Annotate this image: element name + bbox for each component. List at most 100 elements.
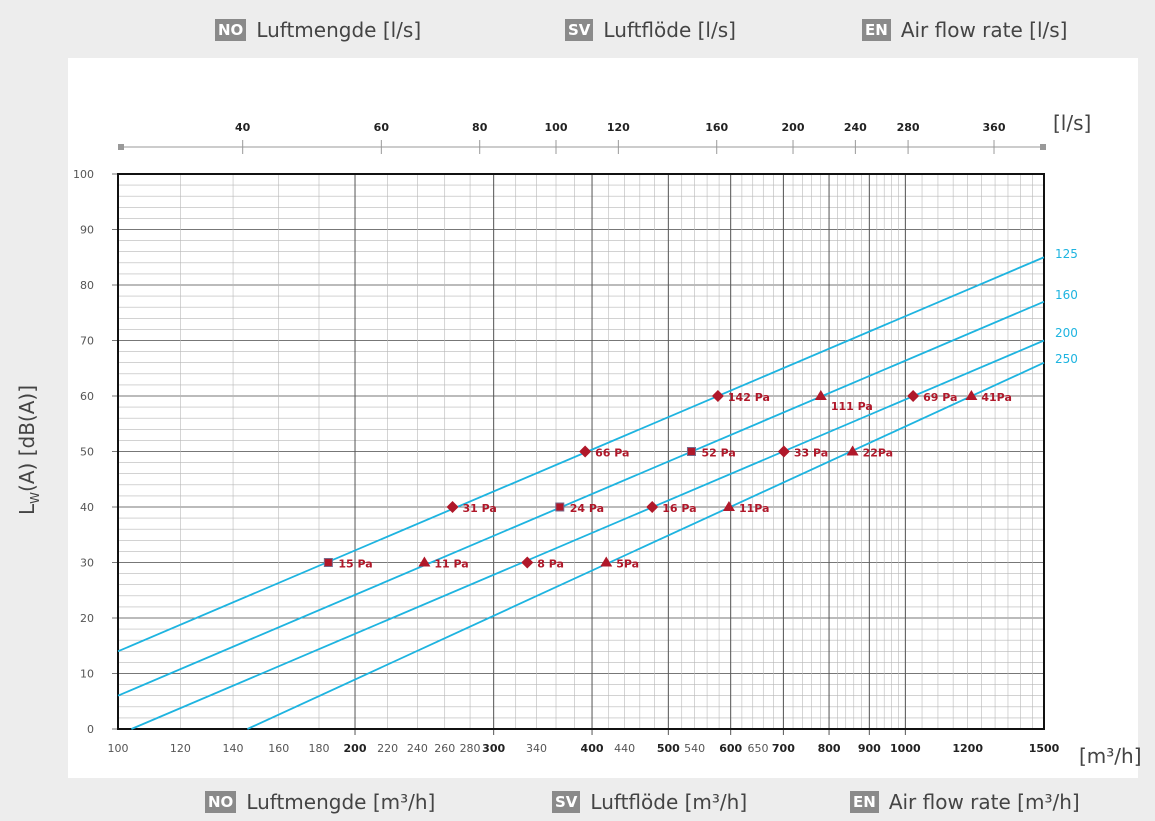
y-tick-label: 20 <box>80 612 94 625</box>
data-point <box>686 447 696 456</box>
y-tick-label: 70 <box>80 335 94 348</box>
data-point-label: 31 Pa <box>463 502 497 515</box>
data-point-label: 22Pa <box>863 447 894 460</box>
x-tick-label: 500 <box>657 742 680 755</box>
legend-label: Luftmengde [l/s] <box>256 18 422 42</box>
top-tick-label: 240 <box>844 121 867 134</box>
data-point-label: 41Pa <box>981 391 1012 404</box>
x-tick-label: 540 <box>684 742 705 755</box>
data-point-label: 33 Pa <box>794 447 828 460</box>
x-tick-label: 160 <box>268 742 289 755</box>
x-tick-label: 280 <box>460 742 481 755</box>
x-tick-label: 800 <box>818 742 841 755</box>
data-point <box>907 390 920 402</box>
data-point <box>814 390 827 400</box>
x-tick-label: 140 <box>223 742 244 755</box>
top-legend-no: NO Luftmengde [l/s] <box>215 18 421 42</box>
top-tick-label: 80 <box>472 121 488 134</box>
y-tick-label: 0 <box>87 723 94 736</box>
data-point-label: 16 Pa <box>662 502 696 515</box>
x-tick-label: 120 <box>170 742 191 755</box>
data-point-label: 11 Pa <box>434 558 468 571</box>
y-tick-label: 30 <box>80 557 94 570</box>
language-badge: EN <box>850 791 879 813</box>
data-point <box>846 445 859 456</box>
y-tick-label: 40 <box>80 501 94 514</box>
bottom-legend-sv: SV Luftflöde [m³/h] <box>552 790 747 814</box>
data-point <box>646 501 659 513</box>
series-line-160 <box>117 300 1045 697</box>
x-tick-label: 1000 <box>890 742 921 755</box>
data-point <box>418 556 431 567</box>
data-point-label: 142 Pa <box>728 391 770 404</box>
x-tick-label: 600 <box>719 742 742 755</box>
x-tick-label: 700 <box>772 742 795 755</box>
language-badge: NO <box>215 19 247 41</box>
y-tick-label: 100 <box>73 168 94 181</box>
data-point-label: 11Pa <box>739 502 770 515</box>
top-legend-sv: SV Luftflöde [l/s] <box>565 18 736 42</box>
x-tick-label: 1200 <box>952 742 983 755</box>
top-axis-end <box>118 144 124 150</box>
language-badge: EN <box>862 19 891 41</box>
series-line-250 <box>247 361 1045 730</box>
plot-frame <box>117 173 1045 730</box>
top-axis-unit: [l/s] <box>1053 111 1091 135</box>
top-tick-label: 60 <box>374 121 390 134</box>
legend-label: Luftmengde [m³/h] <box>246 790 436 814</box>
x-tick-label: 300 <box>482 742 505 755</box>
series-label-250: 250 <box>1055 352 1078 366</box>
data-point <box>579 445 592 458</box>
data-point <box>600 556 613 567</box>
language-badge: SV <box>552 791 581 813</box>
x-tick-label: 340 <box>526 742 547 755</box>
x-tick-label: 240 <box>407 742 428 755</box>
y-tick-label: 80 <box>80 279 94 292</box>
data-point <box>446 501 459 513</box>
x-tick-label: 400 <box>581 742 604 755</box>
top-tick-label: 280 <box>897 121 920 134</box>
series-label-160: 160 <box>1055 288 1078 302</box>
x-tick-label: 260 <box>434 742 455 755</box>
y-tick-label: 10 <box>80 668 94 681</box>
x-tick-label: 1500 <box>1029 742 1060 755</box>
x-tick-label: 200 <box>344 742 367 755</box>
data-point-label: 8 Pa <box>537 558 564 571</box>
top-tick-label: 360 <box>983 121 1006 134</box>
x-tick-label: 900 <box>858 742 881 755</box>
y-tick-label: 60 <box>80 390 94 403</box>
series-line-200 <box>131 339 1045 730</box>
y-tick-label: 50 <box>80 446 94 459</box>
language-badge: NO <box>205 791 237 813</box>
data-point <box>555 502 565 512</box>
top-tick-label: 160 <box>705 121 728 134</box>
x-tick-label: 440 <box>614 742 635 755</box>
data-point <box>722 501 735 511</box>
legend-label: Air flow rate [m³/h] <box>888 790 1080 814</box>
data-point <box>323 558 333 567</box>
series-label-125: 125 <box>1055 247 1078 261</box>
data-point-label: 69 Pa <box>923 391 957 404</box>
data-point <box>777 445 790 458</box>
bottom-legend-en: EN Air flow rate [m³/h] <box>850 790 1080 814</box>
x-tick-label: 220 <box>377 742 398 755</box>
bottom-legend-no: NO Luftmengde [m³/h] <box>205 790 435 814</box>
top-tick-label: 200 <box>782 121 805 134</box>
data-point-label: 24 Pa <box>570 502 604 515</box>
x-tick-label: 100 <box>108 742 129 755</box>
x-axis-unit: [m³/h] <box>1079 744 1142 768</box>
data-point-label: 52 Pa <box>701 447 735 460</box>
x-tick-label: 180 <box>308 742 329 755</box>
legend-label: Luftflöde [l/s] <box>603 18 736 42</box>
data-point-label: 111 Pa <box>831 400 873 413</box>
top-legend-en: EN Air flow rate [l/s] <box>862 18 1067 42</box>
data-point <box>521 556 534 569</box>
data-point-label: 15 Pa <box>338 558 372 571</box>
top-tick-label: 120 <box>607 121 630 134</box>
data-point-label: 66 Pa <box>595 447 629 460</box>
legend-label: Luftflöde [m³/h] <box>590 790 748 814</box>
data-point <box>711 390 724 402</box>
top-tick-label: 100 <box>545 121 568 134</box>
y-axis-label: LW(A) [dB(A)] <box>15 385 42 515</box>
